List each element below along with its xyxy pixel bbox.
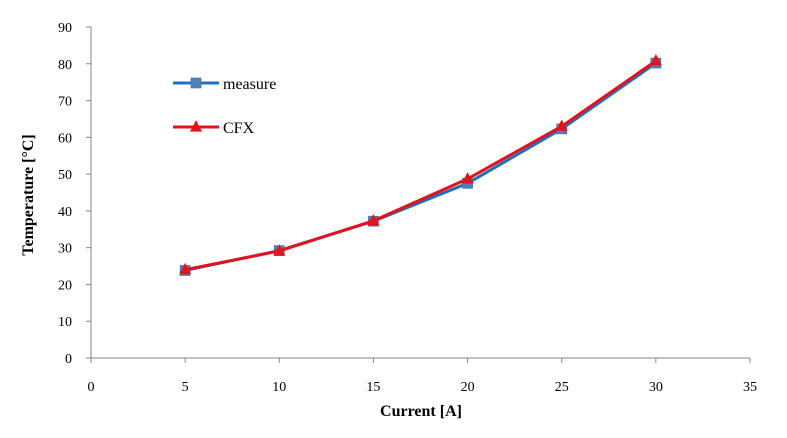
y-tick-label: 30 [58,242,72,257]
data-point [461,172,474,184]
y-axis-title: Temperature [°C] [20,134,37,255]
x-tick-label: 30 [649,380,663,395]
axes: 0 10 20 30 40 50 60 70 80 90 0 5 10 15 20 25 30 35 [58,21,757,395]
series-line [184,61,657,272]
data-point [555,119,568,131]
x-tick-label: 25 [555,380,569,395]
y-tick-label: 40 [58,205,72,220]
x-tick-label: 10 [272,380,286,395]
x-tick-label: 0 [88,380,95,395]
x-tick-label: 20 [461,380,475,395]
series-layer [179,54,662,276]
data-point [367,213,380,226]
series-line [184,59,657,272]
x-tick-label: 35 [743,380,757,395]
x-axis-title: Current [A] [380,403,462,420]
y-tick-label: 20 [58,278,72,293]
y-tick-label: 0 [65,352,72,367]
y-tick-label: 10 [58,315,72,330]
y-tick-label: 90 [58,21,72,36]
legend-swatch-marker [190,77,202,89]
legend-item-cfx: CFX [173,120,255,137]
legend-label: CFX [223,120,255,137]
series-cfx [179,54,662,275]
legend-swatch-marker [190,120,202,132]
legend: measure CFX [173,76,276,137]
y-tick-label: 70 [58,95,72,110]
data-point [273,244,286,256]
y-tick-label: 80 [58,58,72,73]
y-tick-label: 60 [58,131,72,146]
legend-label: measure [223,76,276,93]
legend-item-measure: measure [173,76,276,93]
x-tick-label: 15 [366,380,380,395]
y-tick-label: 50 [58,168,72,183]
x-tick-label: 5 [182,380,189,395]
data-point [179,262,192,275]
data-point [649,54,662,66]
